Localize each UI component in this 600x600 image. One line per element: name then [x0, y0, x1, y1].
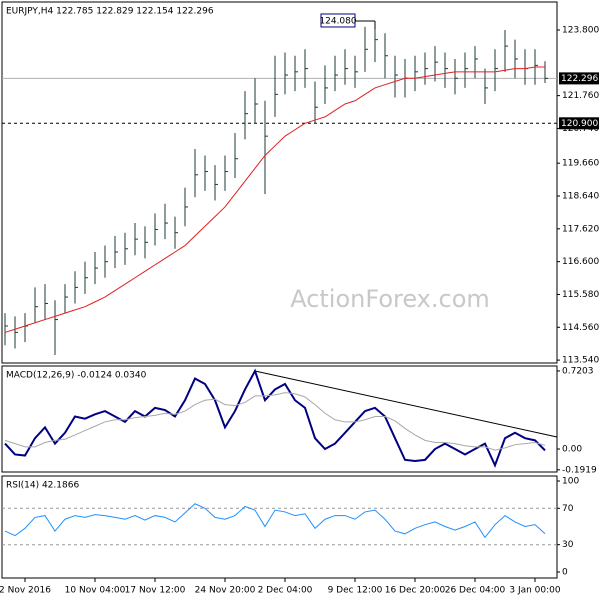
- y-tick-label: 0.7203: [562, 366, 594, 376]
- x-tick-label: 17 Nov 12:00: [125, 586, 186, 596]
- y-tick-label: 100: [562, 477, 579, 487]
- y-tick-label: 123.800: [562, 25, 599, 35]
- price-label-box: [559, 117, 599, 130]
- panel-title: EURJPY,H4 122.785 122.829 122.154 122.29…: [6, 7, 214, 17]
- high-label: 124.080: [319, 16, 356, 26]
- y-tick-label: 70: [562, 504, 574, 514]
- indicator-line: [4, 368, 546, 468]
- y-tick-label: 116.600: [562, 257, 599, 267]
- y-tick-label: 119.660: [562, 159, 599, 169]
- trendline: [254, 370, 558, 438]
- price-panel: [1, 1, 558, 364]
- indicator-line: [4, 503, 546, 539]
- y-tick-label: 117.620: [562, 224, 599, 234]
- moving-average: [4, 66, 545, 333]
- y-tick-label: 115.580: [562, 290, 599, 300]
- x-tick-label: 2 Nov 2016: [0, 586, 51, 596]
- high-label-box: [320, 13, 356, 28]
- indicator-line: [4, 392, 546, 451]
- price-label: 122.296: [561, 74, 598, 84]
- panel-title: MACD(12,26,9) -0.0124 0.0340: [6, 371, 147, 381]
- y-tick-label: 121.760: [562, 91, 599, 101]
- x-tick-label: 26 Dec 04:00: [445, 586, 506, 596]
- x-tick-label: 10 Nov 04:00: [65, 586, 126, 596]
- y-tick-label: 0.00: [562, 445, 582, 455]
- y-tick-label: -0.1919: [562, 465, 597, 475]
- y-tick-label: 114.560: [562, 323, 599, 333]
- rsi-panel: [1, 475, 558, 579]
- y-tick-label: 0: [562, 567, 568, 577]
- price-label-box: [559, 72, 599, 85]
- x-tick-label: 16 Dec 20:00: [385, 586, 446, 596]
- x-tick-label: 24 Nov 20:00: [195, 586, 256, 596]
- macd-panel: [1, 365, 558, 473]
- x-tick-label: 9 Dec 12:00: [328, 586, 383, 596]
- panel-title: RSI(14) 42.1866: [6, 481, 79, 491]
- watermark: ActionForex.com: [290, 285, 490, 313]
- x-tick-label: 3 Jan 00:00: [509, 586, 561, 596]
- y-tick-label: 30: [562, 540, 574, 550]
- price-label: 120.900: [561, 119, 598, 129]
- x-tick-label: 2 Dec 04:00: [258, 586, 313, 596]
- y-tick-label: 118.640: [562, 192, 599, 202]
- y-tick-label: 113.540: [562, 356, 599, 366]
